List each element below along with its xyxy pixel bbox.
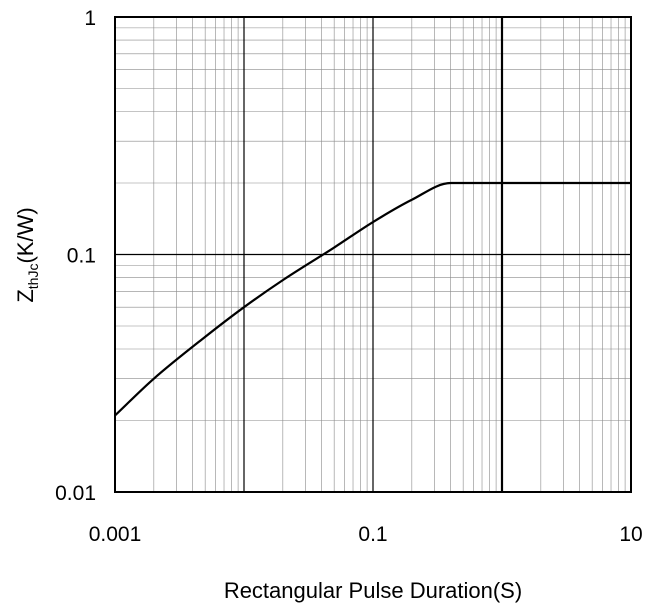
plot-frame [114, 16, 632, 493]
y-tick-label: 0.01 [55, 482, 96, 505]
series-line-0 [114, 181, 631, 417]
y-axis-label: ZthJc(K/W) [13, 207, 41, 302]
series-group [114, 181, 631, 417]
y-tick-label: 1 [84, 7, 96, 30]
x-tick-labels: 0.001 0.1 10 [89, 523, 643, 546]
x-axis-label: Rectangular Pulse Duration(S) [224, 578, 522, 603]
x-tick-label: 10 [619, 523, 642, 546]
y-tick-labels: 0.01 0.1 1 [55, 7, 96, 505]
y-tick-label: 0.1 [67, 245, 96, 268]
y-axis-label-subscript: thJc [25, 264, 41, 290]
x-tick-label: 0.1 [358, 523, 387, 546]
x-tick-label: 0.001 [89, 523, 142, 546]
y-axis-label-suffix: (K/W) [13, 207, 38, 263]
y-axis-label-main: Z [13, 289, 38, 302]
